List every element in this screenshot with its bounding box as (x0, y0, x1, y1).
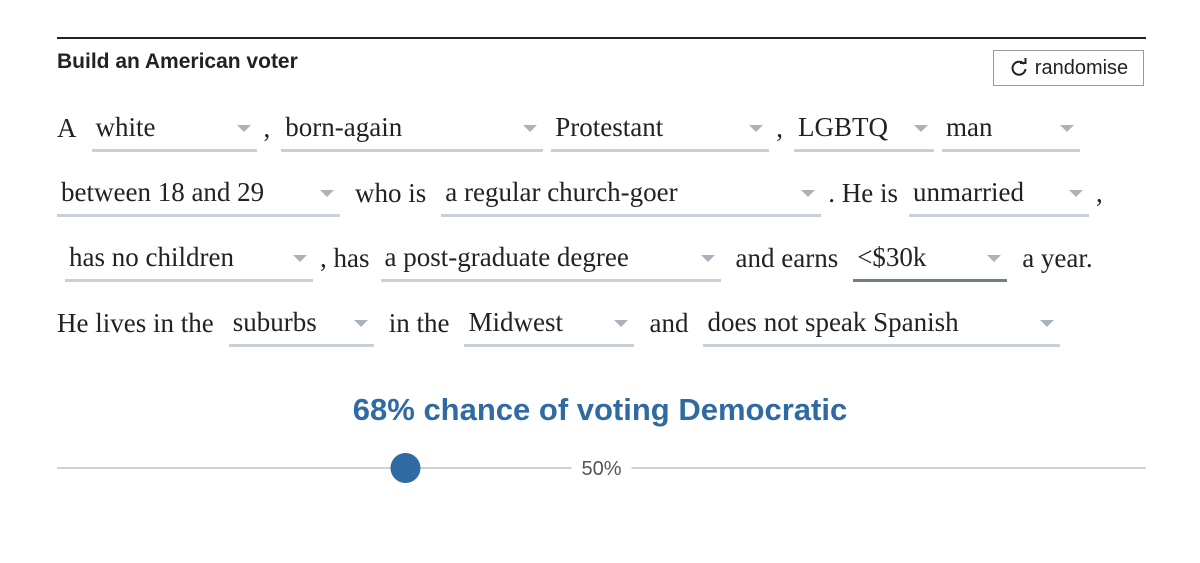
dropdown-value: man (946, 112, 993, 142)
tick-label-bg (571, 454, 632, 482)
button-label: randomise (1034, 56, 1129, 79)
dropdown[interactable]: does not speak Spanish (703, 307, 1061, 347)
sentence-text: a year. (1022, 243, 1093, 273)
dropdown[interactable]: has no children (65, 242, 313, 282)
dropdown-value: LGBTQ (798, 112, 888, 142)
top-rule (57, 37, 1146, 39)
dropdown-arrow (1069, 190, 1084, 197)
sentence-text: . He is (828, 178, 899, 208)
sentence-text: A (57, 113, 77, 143)
sentence-text: and earns (735, 243, 839, 273)
dropdown[interactable]: man (942, 112, 1080, 152)
title: Build an American voter (57, 50, 298, 73)
dropdown[interactable]: LGBTQ (794, 112, 934, 152)
sentence-text: He lives in the (57, 308, 214, 338)
dropdown-arrow (987, 255, 1002, 262)
sentence-text: and (649, 308, 689, 338)
dropdown[interactable]: Protestant (551, 112, 770, 152)
dropdown-arrow (523, 125, 538, 132)
result-headline: 68% chance of voting Democratic (352, 392, 848, 427)
dropdown-value: does not speak Spanish (707, 307, 959, 337)
dropdown-arrow (614, 320, 629, 327)
dropdown[interactable]: a post-graduate degree (380, 242, 721, 282)
dropdown-value: a regular church-goer (445, 177, 678, 207)
refresh-icon (1011, 58, 1027, 76)
sentence-line: has no children , has a post-graduate degr… (65, 242, 1104, 282)
dropdown-arrow (1060, 125, 1074, 132)
sentence-line: He lives in the suburbs in the Midwest and do… (57, 307, 1064, 347)
dropdown[interactable]: born-again (281, 112, 544, 152)
dropdown-value: Protestant (555, 112, 664, 142)
dropdown-value: a post-graduate degree (384, 242, 629, 272)
probability-slider: 50% (57, 453, 1146, 483)
tick-label: 50% (581, 458, 621, 480)
dropdown[interactable]: a regular church-goer (441, 177, 822, 217)
dropdown[interactable]: Midwest (464, 307, 635, 347)
sentence-text: in the (388, 308, 450, 338)
sentence-text: who is (355, 178, 427, 208)
dropdown-arrow (320, 190, 334, 197)
dropdown[interactable]: <$30k (853, 242, 1008, 282)
sentence-line: between 18 and 29 who is a regular church-… (57, 177, 1110, 217)
slider-handle (390, 453, 421, 483)
sentence-text: , (263, 113, 271, 143)
dropdown-value: Midwest (468, 307, 563, 337)
randomise-button[interactable]: randomise (993, 50, 1144, 86)
sentence-text: , (1096, 178, 1103, 208)
dropdown[interactable]: suburbs (228, 307, 374, 347)
dropdown-value: white (95, 112, 156, 142)
dropdown[interactable]: between 18 and 29 (57, 177, 340, 217)
sentence-text: , has (320, 243, 370, 273)
dropdown-arrow (801, 190, 816, 197)
dropdown-arrow (353, 320, 368, 327)
dropdown-arrow (914, 125, 928, 132)
dropdown-arrow (236, 125, 251, 132)
dropdown-arrow (749, 125, 764, 132)
dropdown-value: suburbs (232, 307, 317, 337)
dropdown-value: <$30k (857, 242, 927, 272)
dropdown-value: unmarried (913, 177, 1024, 207)
dropdown-value: has no children (69, 242, 234, 272)
sentence-text: , (776, 113, 783, 143)
dropdown-arrow (700, 255, 715, 262)
dropdown[interactable]: unmarried (909, 177, 1090, 217)
dropdown-value: born-again (285, 112, 403, 142)
dropdown-arrow (1040, 320, 1055, 327)
dropdown-arrow (293, 255, 307, 262)
dropdown-value: between 18 and 29 (61, 177, 265, 207)
dropdown[interactable]: white (91, 112, 257, 152)
